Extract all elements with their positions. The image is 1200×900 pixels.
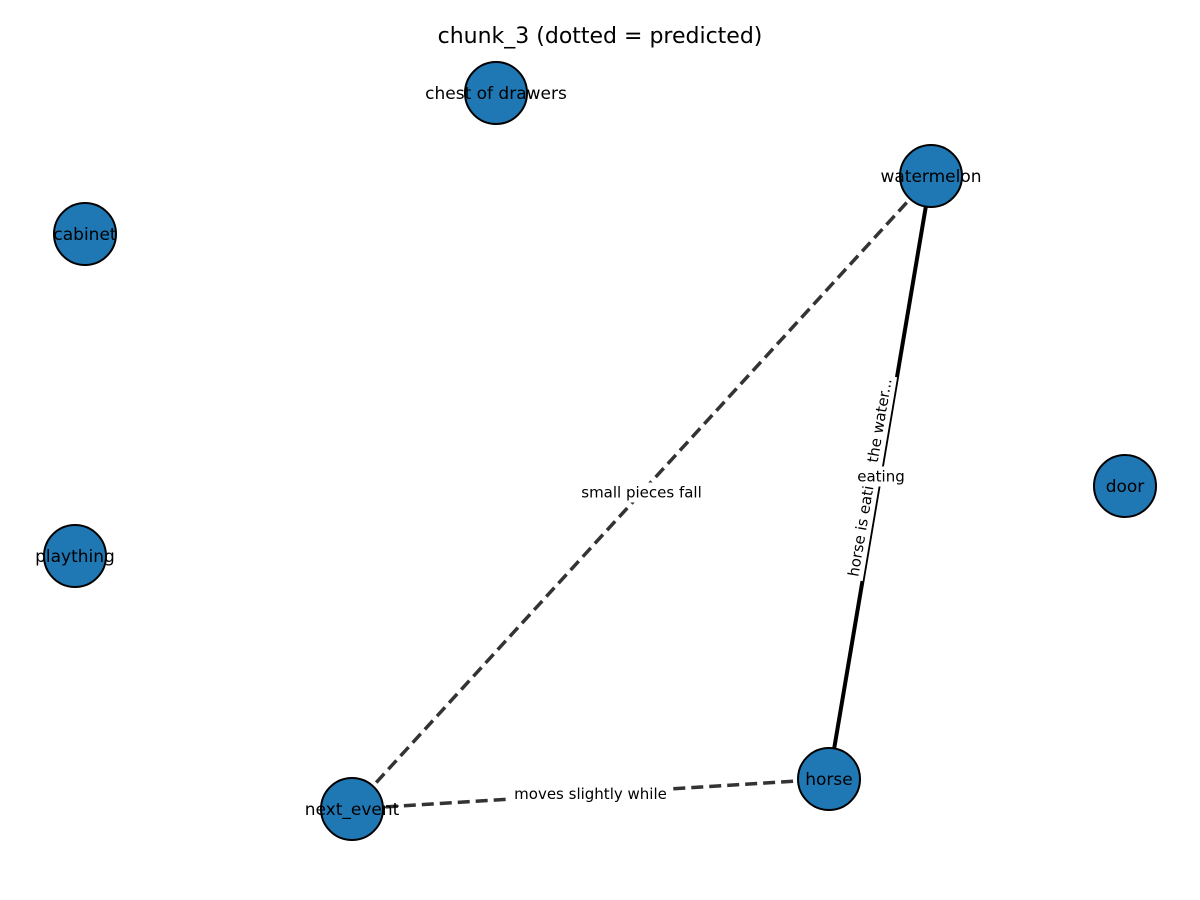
edge-label-e3-group: moves slightly while [511, 784, 670, 804]
edge-label-e2: small pieces fall [581, 484, 702, 502]
node-label-next_event: next_event [305, 800, 400, 820]
edge-label-e2-group: small pieces fall [578, 482, 705, 503]
edge-label-upright-e1-background [854, 466, 908, 487]
node-label-chest_of_drawers: chest of drawers [425, 84, 567, 104]
nodes-layer: chest of drawers watermelon cabinet playthi… [35, 61, 1157, 841]
node-circle-cabinet [53, 202, 117, 266]
node-circle-door [1093, 454, 1157, 518]
edge-label-upright-e1-group: eating [854, 466, 908, 487]
node-watermelon: watermelon [880, 144, 982, 208]
graph-title: chunk_3 (dotted = predicted) [438, 24, 763, 49]
node-circle-next_event [320, 777, 384, 841]
edge-label-e3-background [511, 784, 670, 804]
node-circle-horse [797, 747, 861, 811]
node-chest_of_drawers: chest of drawers [425, 61, 567, 125]
node-horse: horse [797, 747, 861, 811]
edge-labels-layer: horse is eating the water...eatingsmall … [511, 373, 908, 804]
node-plaything: plaything [35, 524, 115, 588]
node-circle-plaything [43, 524, 107, 588]
edge-label-e3: moves slightly while [514, 785, 667, 803]
node-circle-chest_of_drawers [464, 61, 528, 125]
node-label-cabinet: cabinet [53, 225, 117, 245]
node-circle-watermelon [899, 144, 963, 208]
edge-label-upright-e1: eating [857, 468, 905, 486]
node-next_event: next_event [305, 777, 400, 841]
node-label-door: door [1106, 477, 1145, 497]
node-label-horse: horse [805, 770, 852, 790]
node-cabinet: cabinet [53, 202, 117, 266]
edge-label-e2-background [578, 482, 705, 503]
node-label-watermelon: watermelon [880, 167, 981, 187]
node-label-plaything: plaything [35, 547, 115, 567]
node-door: door [1093, 454, 1157, 518]
